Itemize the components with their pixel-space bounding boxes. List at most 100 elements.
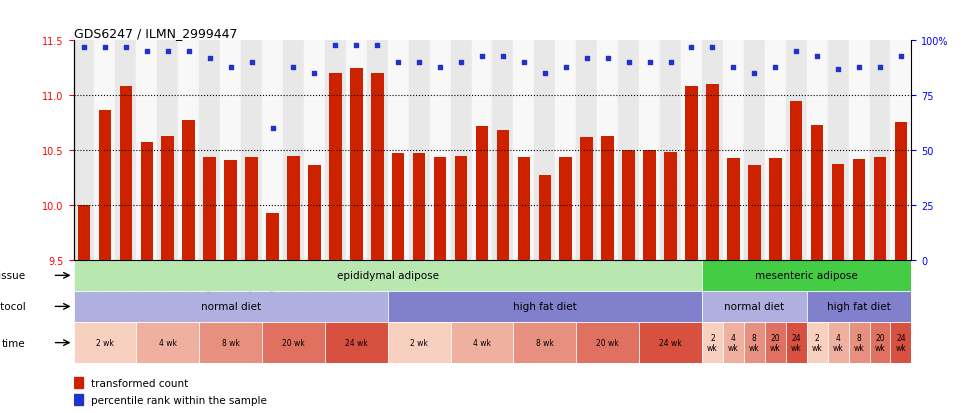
Bar — [350, 69, 363, 260]
Bar — [199, 322, 262, 363]
Bar — [74, 41, 94, 260]
Bar — [245, 157, 258, 260]
Point — [285, 64, 301, 71]
Text: 2 wk: 2 wk — [96, 338, 114, 347]
Bar — [643, 151, 656, 260]
Text: transformed count: transformed count — [90, 378, 188, 388]
Bar — [702, 260, 911, 291]
Point — [160, 49, 175, 55]
Point — [662, 60, 678, 66]
Bar — [99, 110, 111, 260]
Point — [118, 45, 133, 51]
Text: 2
wk: 2 wk — [707, 333, 717, 352]
Point — [369, 43, 385, 49]
Bar — [764, 322, 786, 363]
Point — [558, 64, 573, 71]
Bar — [136, 322, 199, 363]
Bar — [891, 41, 911, 260]
Bar — [220, 41, 241, 260]
Bar — [707, 85, 718, 260]
Bar — [869, 322, 891, 363]
Bar — [702, 291, 807, 322]
Bar — [602, 137, 613, 260]
Point — [453, 60, 468, 66]
Bar — [429, 41, 451, 260]
Bar — [120, 87, 132, 260]
Point — [747, 71, 762, 77]
Bar — [136, 41, 157, 260]
Text: epididymal adipose: epididymal adipose — [337, 271, 439, 281]
Bar — [157, 41, 178, 260]
Text: 4
wk: 4 wk — [728, 333, 739, 352]
Bar — [74, 394, 83, 405]
Text: 4
wk: 4 wk — [833, 333, 844, 352]
Point — [830, 66, 846, 73]
Text: 4 wk: 4 wk — [473, 338, 491, 347]
Bar — [556, 41, 576, 260]
Bar — [849, 41, 869, 260]
Bar — [367, 41, 388, 260]
Bar — [388, 322, 451, 363]
Bar — [853, 159, 865, 260]
Text: 20 wk: 20 wk — [596, 338, 619, 347]
Bar — [224, 161, 237, 260]
Bar — [371, 74, 383, 260]
Bar — [597, 41, 618, 260]
Bar — [744, 41, 764, 260]
Point — [620, 60, 636, 66]
Point — [76, 45, 92, 51]
Text: time: time — [2, 338, 25, 348]
Bar — [827, 322, 849, 363]
Bar — [325, 322, 388, 363]
Point — [432, 64, 448, 71]
Bar — [308, 166, 320, 260]
Text: 4 wk: 4 wk — [159, 338, 176, 347]
Bar — [560, 157, 572, 260]
Point — [600, 55, 615, 62]
Bar — [74, 377, 83, 388]
Bar — [807, 322, 827, 363]
Bar — [723, 41, 744, 260]
Bar — [534, 41, 556, 260]
Bar — [702, 322, 723, 363]
Point — [97, 45, 113, 51]
Bar — [413, 154, 425, 260]
Point — [767, 64, 783, 71]
Point — [495, 53, 511, 60]
Bar — [77, 206, 90, 260]
Text: 24 wk: 24 wk — [660, 338, 682, 347]
Bar — [807, 291, 911, 322]
Point — [222, 64, 238, 71]
Bar — [182, 121, 195, 260]
Point — [139, 49, 155, 55]
Bar — [287, 156, 300, 260]
Bar — [639, 41, 661, 260]
Bar — [895, 122, 907, 260]
Bar — [283, 41, 304, 260]
Bar — [580, 138, 593, 260]
Text: 8 wk: 8 wk — [536, 338, 554, 347]
Text: high fat diet: high fat diet — [827, 301, 891, 312]
Bar — [455, 156, 467, 260]
Bar — [748, 166, 760, 260]
Bar — [744, 322, 764, 363]
Bar — [786, 322, 807, 363]
Bar — [262, 41, 283, 260]
Point — [244, 60, 260, 66]
Bar — [325, 41, 346, 260]
Bar — [451, 41, 471, 260]
Point — [474, 53, 490, 60]
Bar — [140, 143, 153, 260]
Bar — [576, 41, 597, 260]
Bar — [891, 322, 911, 363]
Text: normal diet: normal diet — [201, 301, 261, 312]
Bar — [199, 41, 221, 260]
Bar — [639, 322, 702, 363]
Text: GDS6247 / ILMN_2999447: GDS6247 / ILMN_2999447 — [74, 27, 237, 40]
Bar — [451, 322, 514, 363]
Point — [684, 45, 700, 51]
Bar — [74, 291, 388, 322]
Text: 8 wk: 8 wk — [221, 338, 239, 347]
Bar — [116, 41, 136, 260]
Point — [307, 71, 322, 77]
